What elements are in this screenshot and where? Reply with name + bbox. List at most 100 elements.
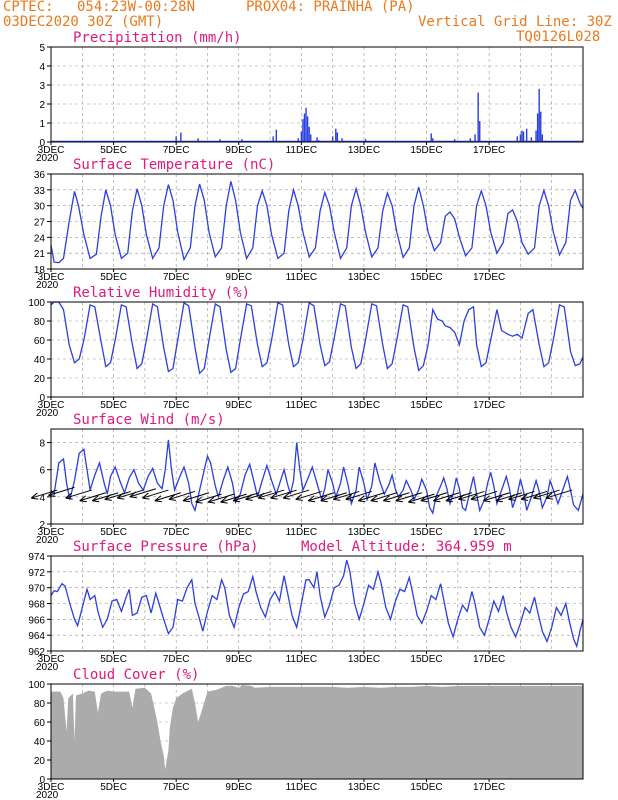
precipitation-bar xyxy=(536,113,539,142)
wind-arrow xyxy=(117,489,144,499)
pressure-ytick-label: 970 xyxy=(28,584,45,595)
header-source: CPTEC: xyxy=(3,0,54,15)
pressure-ytick-label: 968 xyxy=(28,600,45,611)
wind-arrow xyxy=(129,488,156,498)
cloud-cover-title: Cloud Cover (%) xyxy=(73,667,199,683)
pressure-xtick-label: 11DEC xyxy=(286,654,318,665)
temperature-year-label: 2020 xyxy=(36,280,59,291)
precipitation-bar xyxy=(219,139,221,142)
precipitation-bar xyxy=(306,116,309,142)
humidity-ytick-label: 40 xyxy=(34,355,46,366)
humidity-ytick-label: 0 xyxy=(39,393,45,404)
pressure-xtick-label: 3DEC xyxy=(38,654,65,665)
cloud-cover-xtick-label: 17DEC xyxy=(473,782,505,793)
precipitation-bar xyxy=(538,88,540,142)
wind-arrow xyxy=(545,489,573,499)
precipitation-bar xyxy=(180,132,182,142)
humidity-ytick-label: 80 xyxy=(34,317,46,328)
wind-arrow xyxy=(470,490,498,500)
temperature-xtick-label: 15DEC xyxy=(410,272,442,283)
pressure-xtick-label: 15DEC xyxy=(410,654,442,665)
cloud-cover-xtick-label: 7DEC xyxy=(163,782,190,793)
precipitation-bar xyxy=(241,139,243,142)
precipitation-bar xyxy=(474,134,476,142)
wind-arrowhead xyxy=(533,492,541,500)
wind-arrowhead xyxy=(395,495,403,503)
wind-arrowhead xyxy=(320,495,328,503)
precipitation-xtick-label: 15DEC xyxy=(410,145,442,156)
precipitation-bar xyxy=(335,128,337,142)
precipitation-bar xyxy=(302,119,304,142)
precipitation-bar xyxy=(197,138,199,142)
wind-arrow xyxy=(320,492,347,502)
precipitation-bar xyxy=(305,107,307,142)
wind-xtick-label: 13DEC xyxy=(348,527,380,538)
wind-xtick-label: 7DEC xyxy=(163,527,190,538)
wind-arrow xyxy=(220,493,247,503)
precipitation-ytick-label: 1 xyxy=(39,119,45,130)
temperature-xtick-label: 9DEC xyxy=(225,272,252,283)
humidity-year-label: 2020 xyxy=(36,408,59,419)
temperature-xtick-label: 5DEC xyxy=(100,272,127,283)
pressure-xtick-label: 7DEC xyxy=(163,654,190,665)
cloud-cover-panel: 0 20 40 60 80 100 3DEC 5DEC 7DEC 9DEC 11DEC 13DEC 15… xyxy=(28,667,584,800)
precipitation-bar xyxy=(336,132,339,142)
pressure-ytick-label: 972 xyxy=(28,568,45,579)
pressure-year-label: 2020 xyxy=(36,662,59,673)
wind-arrowhead xyxy=(257,492,266,500)
precipitation-bar xyxy=(430,133,432,142)
wind-arrowhead xyxy=(483,495,491,503)
wind-arrow xyxy=(232,492,260,502)
wind-arrow xyxy=(433,492,460,502)
cloud-cover-xtick-label: 9DEC xyxy=(225,782,252,793)
humidity-xtick-label: 17DEC xyxy=(473,400,505,411)
cloud-cover-ytick-label: 60 xyxy=(34,718,46,729)
cloud-cover-area xyxy=(51,685,583,779)
wind-arrowhead xyxy=(104,494,112,501)
wind-arrow xyxy=(168,490,196,500)
wind-arrow xyxy=(283,489,310,499)
precipitation-panel: 0 1 2 3 4 5 3DEC 5DEC 7DEC 9DEC 11DEC 13DEC 15DEC 17D… xyxy=(36,30,584,164)
wind-arrow xyxy=(182,492,210,502)
wind-arrow xyxy=(65,489,92,499)
precipitation-ytick-label: 5 xyxy=(39,43,45,54)
header-code: TQ0126L028 xyxy=(516,29,601,45)
precipitation-bar xyxy=(275,129,278,142)
precipitation-bar xyxy=(522,131,525,142)
temperature-ytick-label: 33 xyxy=(34,186,46,197)
wind-arrow xyxy=(270,489,297,499)
wind-ytick-label: 8 xyxy=(39,439,45,450)
wind-title: Surface Wind (m/s) xyxy=(73,412,225,428)
precipitation-bar xyxy=(432,138,434,142)
wind-arrowhead xyxy=(79,495,87,503)
header-coords: 054:23W-00:28N xyxy=(77,0,196,15)
wind-arrowhead xyxy=(408,496,416,504)
humidity-xtick-label: 11DEC xyxy=(286,400,318,411)
temperature-ytick-label: 27 xyxy=(34,218,46,229)
cloud-cover-ytick-label: 20 xyxy=(34,756,46,767)
cloud-cover-ytick-label: 40 xyxy=(34,737,46,748)
wind-arrow xyxy=(458,490,485,500)
precipitation-ytick-label: 3 xyxy=(39,81,45,92)
pressure-panel: 962 964 966 968 970 972 974 3DEC 5DEC 7DEC 9DEC 11D… xyxy=(28,539,584,673)
wind-ytick-label: 4 xyxy=(39,493,45,504)
cloud-cover-xtick-label: 3DEC xyxy=(38,782,65,793)
wind-ytick-label: 6 xyxy=(39,466,45,477)
precipitation-bar xyxy=(525,128,528,142)
wind-arrowhead xyxy=(433,495,441,503)
precipitation-xtick-label: 9DEC xyxy=(225,145,252,156)
precipitation-bar xyxy=(535,130,537,142)
precipitation-bar xyxy=(303,113,306,142)
temperature-xtick-label: 3DEC xyxy=(38,272,65,283)
wind-panel: 2 4 6 8 3DEC 5DEC 7DEC 9DEC 11DEC 13DEC 15DEC 17DEC… xyxy=(30,412,584,546)
pressure-subtitle: Model Altitude: 364.959 m xyxy=(301,539,512,555)
wind-arrowhead xyxy=(270,492,278,500)
wind-arrow xyxy=(195,493,222,503)
wind-arrowhead xyxy=(154,495,162,503)
precipitation-bar xyxy=(175,136,177,142)
wind-xtick-label: 5DEC xyxy=(100,527,127,538)
wind-arrowhead xyxy=(545,492,554,500)
precipitation-bar xyxy=(308,126,310,142)
precipitation-bar xyxy=(521,130,523,142)
